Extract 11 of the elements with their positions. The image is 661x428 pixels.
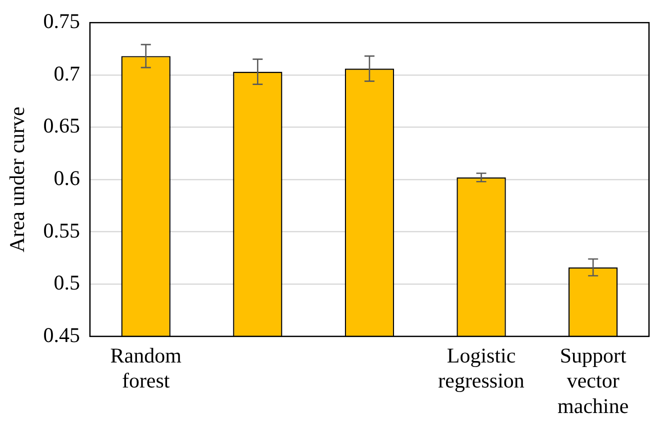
- y-tick-label: 0.5: [54, 270, 80, 295]
- x-tick-label: Logistic regression: [438, 344, 525, 393]
- y-axis-title: Area under curve: [5, 106, 30, 252]
- y-tick-label: 0.75: [43, 9, 80, 34]
- x-tick-label: Support vector machine: [558, 344, 629, 418]
- y-tick-label: 0.6: [54, 166, 80, 190]
- x-tick-label: Random forest: [110, 344, 182, 393]
- y-tick-label: 0.55: [43, 218, 80, 242]
- y-tick-label: 0.7: [54, 61, 80, 86]
- y-tick-label: 0.45: [43, 322, 80, 347]
- y-tick-label: 0.65: [43, 114, 80, 138]
